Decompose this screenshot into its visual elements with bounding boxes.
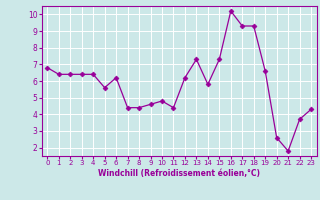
X-axis label: Windchill (Refroidissement éolien,°C): Windchill (Refroidissement éolien,°C) (98, 169, 260, 178)
